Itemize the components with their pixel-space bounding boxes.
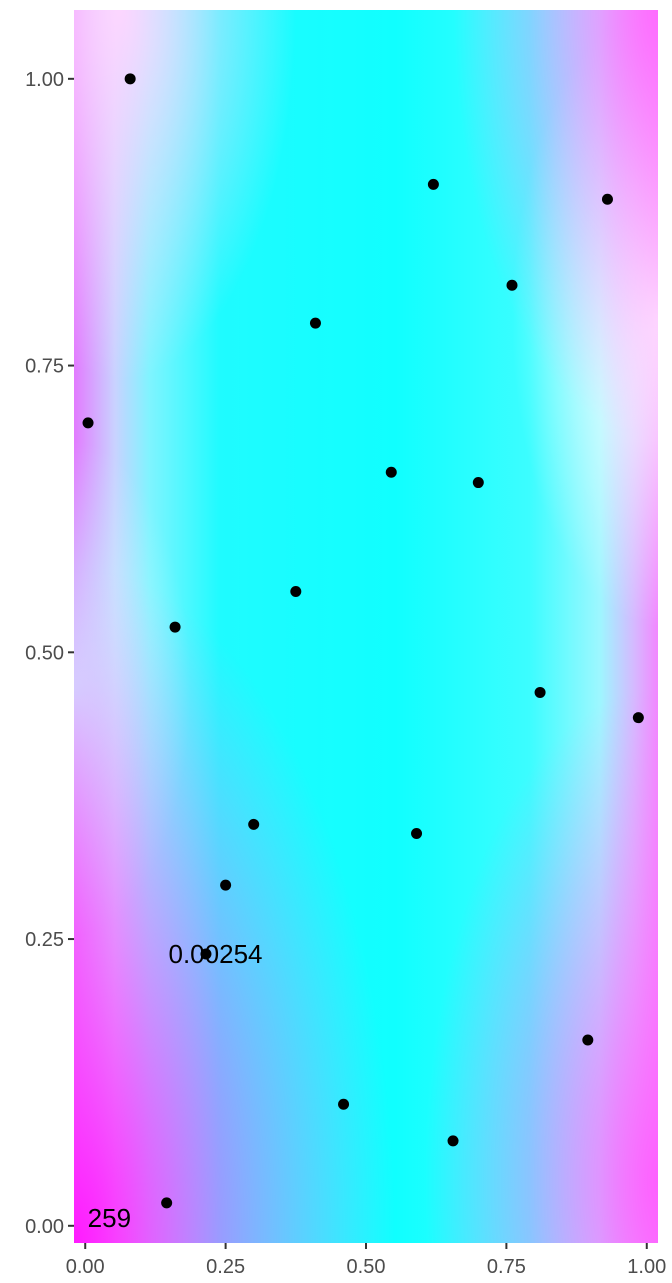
data-point [161,1197,173,1209]
data-point [338,1098,350,1110]
scatter-points [82,73,644,1209]
y-tick-label: 0.00 [25,1216,64,1238]
y-tick-label: 0.25 [25,929,64,951]
x-tick-label: 0.00 [66,1256,105,1278]
data-point [582,1034,594,1046]
x-tick-label: 1.00 [627,1256,666,1278]
data-point [248,818,260,830]
data-point [472,477,484,489]
y-tick-label: 0.50 [25,642,64,664]
y-tick-label: 1.00 [25,69,64,91]
data-point [220,879,232,891]
x-tick-label: 0.75 [487,1256,526,1278]
annotations: 0.00254 259 [88,939,263,1233]
data-point [82,417,94,429]
data-point [427,178,439,190]
data-point [506,279,518,291]
data-point [447,1135,459,1147]
color-field-background [74,10,658,1243]
axes: 0.00 0.25 0.50 0.75 1.00 0.00 0.25 0.50 0.75 1.00 [25,69,666,1278]
annotation-label: 0.00254 [169,939,263,969]
data-point [124,73,136,85]
data-point [601,193,613,205]
data-point [534,686,546,698]
data-point [385,466,397,478]
field-layer-bl [74,10,658,1243]
data-point [632,712,644,724]
data-point [200,948,212,960]
data-point [411,828,423,840]
x-tick-label: 0.25 [206,1256,245,1278]
x-tick-label: 0.50 [347,1256,386,1278]
data-point [309,317,321,329]
annotation-label: 259 [88,1203,131,1233]
data-point [169,621,181,633]
data-point [290,586,302,598]
y-tick-label: 0.75 [25,356,64,378]
